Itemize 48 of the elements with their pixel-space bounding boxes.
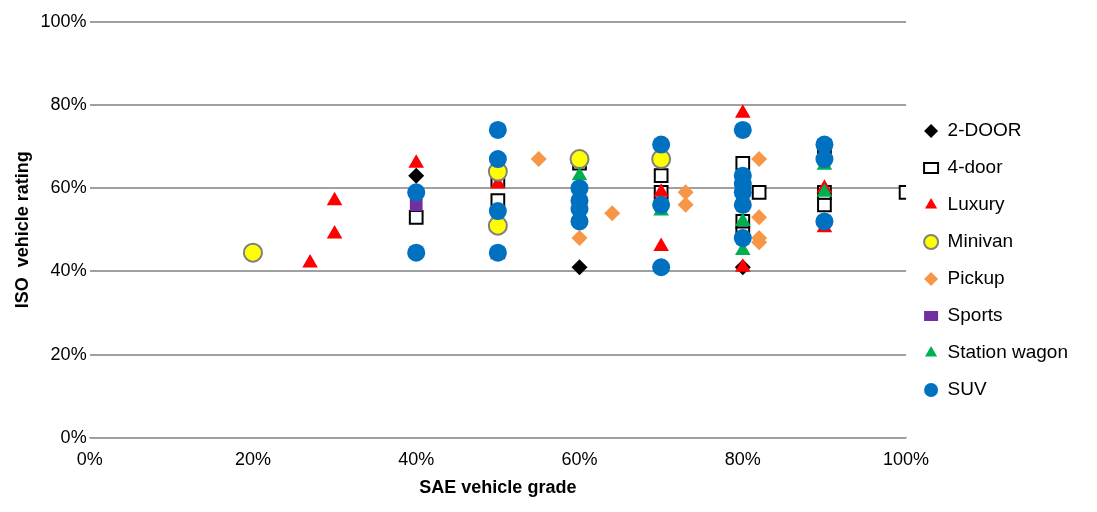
point	[653, 168, 669, 184]
point	[604, 205, 621, 222]
point	[571, 230, 588, 247]
point	[408, 167, 425, 184]
legend-label: Luxury	[947, 193, 1006, 215]
point	[751, 185, 767, 200]
point	[408, 209, 424, 225]
y-tick-label: 0%	[60, 426, 87, 447]
point	[751, 151, 768, 168]
point	[733, 120, 752, 139]
point	[652, 135, 671, 154]
x-tick-label: 40%	[398, 448, 435, 469]
x-tick-label: 100%	[883, 448, 930, 469]
point	[569, 149, 590, 170]
y-tick-label: 60%	[50, 177, 87, 198]
y-axis-title: ISO vehicle rating	[11, 151, 32, 309]
y-tick-label: 100%	[40, 10, 87, 31]
legend-label: SUV	[947, 378, 987, 400]
point	[677, 184, 694, 201]
legend-label: 2-DOOR	[947, 119, 1022, 141]
y-tick-label: 80%	[50, 93, 87, 114]
x-tick-label: 20%	[234, 448, 271, 469]
point	[242, 242, 263, 263]
point	[751, 209, 768, 226]
legend-label: Pickup	[947, 267, 1005, 289]
x-tick-label: 80%	[724, 448, 761, 469]
point	[815, 212, 834, 231]
point	[677, 196, 694, 213]
point	[530, 151, 547, 168]
legend-label: 4-door	[947, 156, 1004, 178]
point	[407, 183, 426, 202]
point	[488, 150, 507, 169]
x-tick-label: 0%	[76, 448, 103, 469]
point	[815, 150, 834, 169]
x-axis-title: SAE vehicle grade	[419, 477, 577, 498]
point	[488, 120, 507, 139]
x-tick-label: 60%	[561, 448, 598, 469]
point	[733, 229, 752, 248]
y-tick-label: 40%	[50, 260, 87, 281]
point	[407, 243, 426, 262]
point	[652, 195, 671, 214]
legend-label: Minivan	[947, 230, 1014, 252]
point	[571, 259, 588, 276]
y-tick-label: 20%	[50, 343, 87, 364]
legend-label: Sports	[947, 304, 1003, 326]
legend-label: Station wagon	[947, 341, 1068, 363]
point	[488, 202, 507, 221]
point	[652, 258, 671, 277]
